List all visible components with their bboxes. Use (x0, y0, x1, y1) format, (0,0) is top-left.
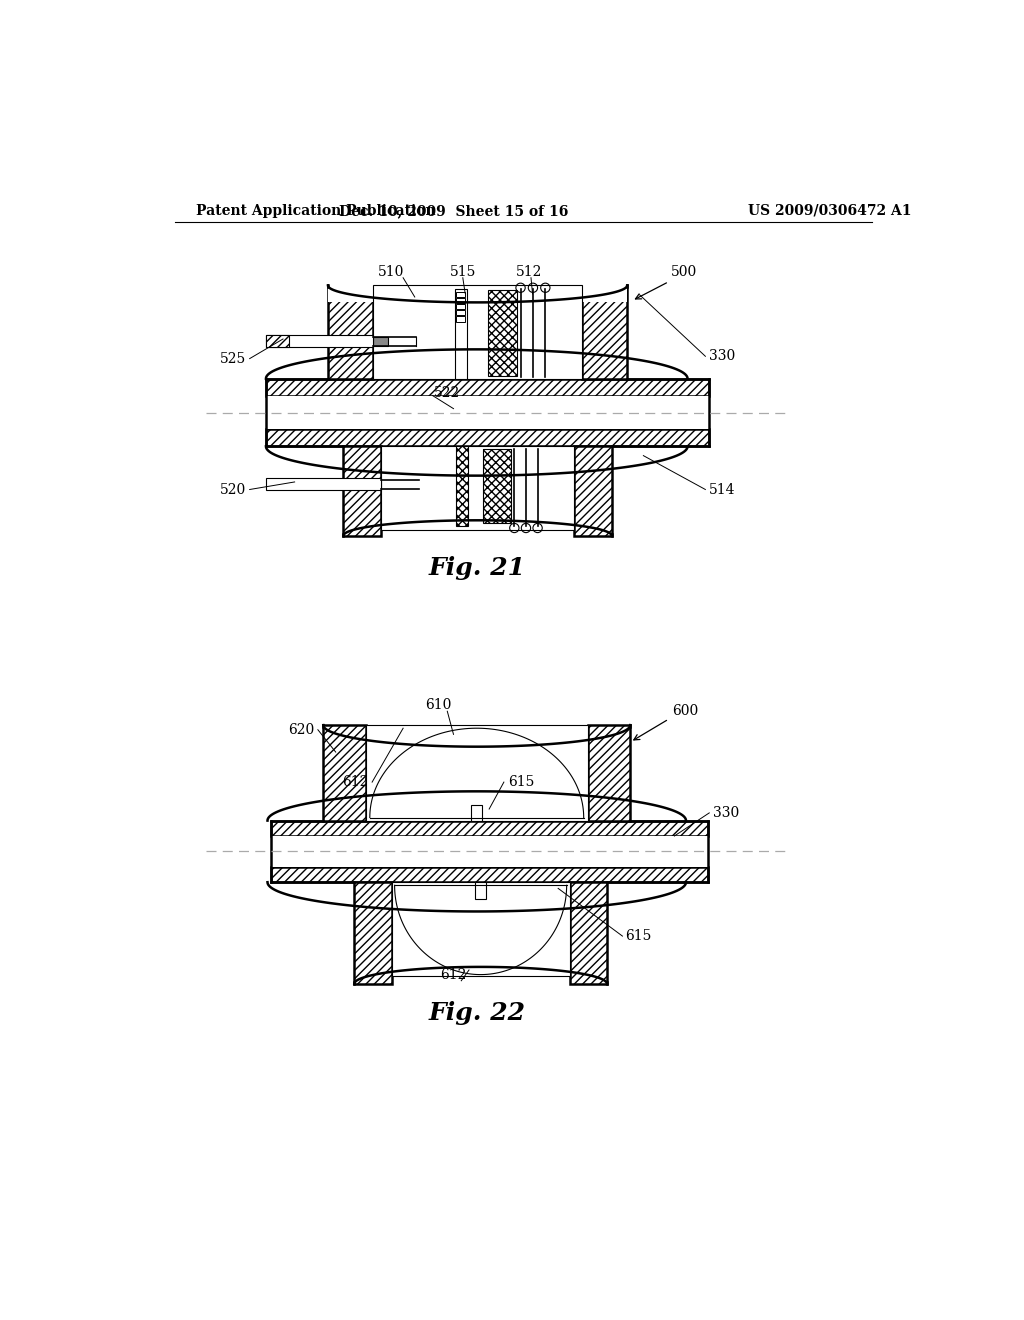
Bar (456, 298, 466, 304)
Text: 615: 615 (626, 929, 652, 942)
Bar (488, 290, 517, 376)
Text: Fig. 22: Fig. 22 (428, 1001, 525, 1026)
Bar (588, 725, 630, 821)
Bar (456, 446, 468, 525)
Text: 600: 600 (672, 705, 698, 718)
Text: 612: 612 (440, 968, 467, 982)
Bar (583, 285, 627, 379)
Text: 525: 525 (219, 351, 246, 366)
Text: 330: 330 (710, 350, 735, 363)
Text: 514: 514 (710, 483, 736, 496)
Text: 610: 610 (425, 698, 452, 711)
Bar (366, 725, 588, 821)
Bar (271, 821, 708, 836)
Bar (456, 317, 466, 322)
Text: 620: 620 (288, 723, 314, 737)
Bar (456, 446, 468, 525)
Bar (266, 429, 710, 446)
Bar (266, 335, 289, 347)
Text: 330: 330 (713, 807, 739, 820)
Bar (569, 882, 607, 983)
Bar (328, 268, 627, 302)
Bar (266, 335, 373, 347)
Bar (455, 289, 467, 379)
Bar (271, 821, 708, 836)
Bar (488, 290, 517, 376)
Text: Patent Application Publication: Patent Application Publication (197, 203, 436, 218)
Text: Dec. 10, 2009  Sheet 15 of 16: Dec. 10, 2009 Sheet 15 of 16 (339, 203, 568, 218)
Bar (456, 292, 466, 297)
Bar (391, 882, 569, 977)
Bar (324, 725, 366, 821)
Bar (266, 396, 710, 429)
Bar (373, 337, 388, 346)
Bar (569, 882, 607, 983)
Bar (483, 449, 511, 523)
Bar (266, 379, 710, 396)
Text: 522: 522 (434, 387, 461, 400)
Text: 615: 615 (508, 775, 535, 789)
Bar (354, 882, 391, 983)
Text: 612: 612 (342, 775, 369, 789)
Bar (266, 335, 289, 347)
Bar (574, 446, 611, 536)
Bar (271, 867, 708, 882)
Bar (343, 446, 381, 536)
Bar (343, 446, 381, 536)
Bar (373, 285, 583, 379)
Text: US 2009/0306472 A1: US 2009/0306472 A1 (748, 203, 911, 218)
Bar (456, 304, 466, 309)
Bar (456, 310, 466, 315)
Bar (328, 285, 373, 379)
Bar (354, 882, 391, 983)
Bar (583, 285, 627, 379)
Bar (574, 446, 611, 536)
Bar (266, 379, 710, 396)
Text: 510: 510 (378, 265, 404, 280)
Bar (475, 882, 486, 899)
Bar (271, 867, 708, 882)
Text: 500: 500 (671, 265, 696, 280)
Bar (588, 725, 630, 821)
Bar (324, 725, 366, 821)
Bar (483, 449, 511, 523)
Text: Fig. 21: Fig. 21 (428, 556, 525, 579)
Bar (266, 429, 710, 446)
Text: 515: 515 (450, 265, 476, 280)
Bar (271, 836, 708, 867)
Text: 520: 520 (219, 483, 246, 496)
Text: 512: 512 (516, 265, 543, 280)
Bar (266, 478, 381, 491)
Bar (328, 285, 373, 379)
Bar (471, 805, 482, 821)
Bar (381, 446, 574, 529)
